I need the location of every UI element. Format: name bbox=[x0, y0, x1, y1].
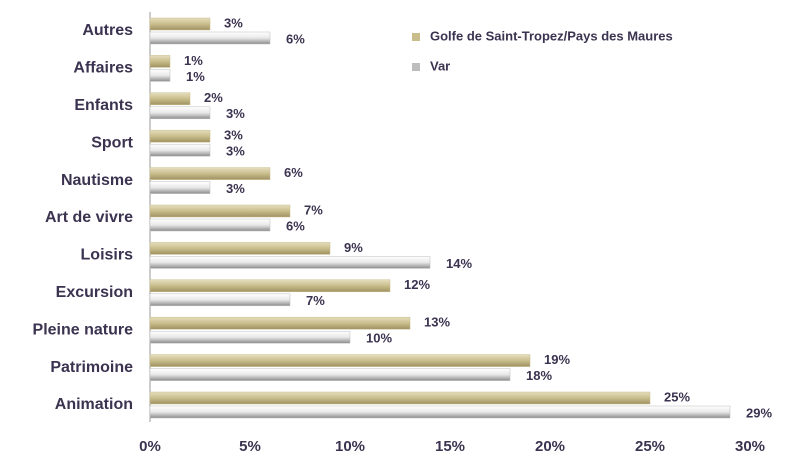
bar bbox=[149, 181, 211, 194]
category-label: Sport bbox=[91, 134, 133, 151]
category-label: Pleine nature bbox=[33, 321, 134, 338]
bar bbox=[149, 167, 271, 180]
value-label: 3% bbox=[226, 106, 245, 121]
legend-swatch bbox=[412, 33, 420, 41]
value-label: 6% bbox=[286, 31, 305, 46]
bar bbox=[149, 218, 271, 232]
category-label: Animation bbox=[55, 396, 133, 413]
value-label: 10% bbox=[366, 331, 392, 346]
x-tick-label: 10% bbox=[335, 438, 365, 455]
value-label: 7% bbox=[304, 202, 323, 217]
value-label: 14% bbox=[446, 256, 472, 271]
value-label: 25% bbox=[664, 389, 690, 404]
bar bbox=[149, 204, 291, 218]
value-label: 1% bbox=[186, 69, 205, 84]
value-label: 3% bbox=[224, 128, 243, 143]
bar bbox=[149, 293, 291, 307]
bar bbox=[149, 143, 211, 157]
bar bbox=[149, 242, 331, 255]
bar bbox=[149, 405, 731, 419]
category-label: Art de vivre bbox=[45, 209, 133, 226]
bar bbox=[149, 106, 211, 120]
x-tick-label: 15% bbox=[435, 438, 465, 455]
value-label: 3% bbox=[226, 181, 245, 196]
bar bbox=[149, 368, 511, 381]
bar bbox=[149, 17, 211, 31]
bar bbox=[149, 354, 531, 367]
value-label: 6% bbox=[284, 165, 303, 180]
category-label: Patrimoine bbox=[50, 359, 133, 376]
bar bbox=[149, 31, 271, 45]
bar bbox=[149, 330, 351, 344]
value-label: 7% bbox=[306, 293, 325, 308]
bar bbox=[149, 316, 411, 330]
value-label: 19% bbox=[544, 352, 570, 367]
x-tick-label: 5% bbox=[239, 438, 261, 455]
bar bbox=[149, 391, 651, 405]
bar bbox=[149, 92, 191, 106]
bar bbox=[149, 55, 171, 68]
bar bbox=[149, 69, 171, 82]
value-label: 18% bbox=[526, 368, 552, 383]
category-label: Loisirs bbox=[81, 247, 134, 264]
category-label: Nautisme bbox=[61, 172, 133, 189]
category-label: Affaires bbox=[73, 60, 133, 77]
x-tick-label: 0% bbox=[139, 438, 161, 455]
category-label: Enfants bbox=[74, 97, 133, 114]
legend-swatch bbox=[412, 63, 420, 71]
bar bbox=[149, 129, 211, 143]
x-tick-label: 25% bbox=[635, 438, 665, 455]
category-label: Excursion bbox=[56, 284, 133, 301]
legend-label: Golfe de Saint-Tropez/Pays des Maures bbox=[430, 28, 673, 43]
value-label: 1% bbox=[184, 53, 203, 68]
legend-label: Var bbox=[430, 58, 450, 73]
category-label: Autres bbox=[82, 22, 133, 39]
value-label: 9% bbox=[344, 240, 363, 255]
bar bbox=[149, 279, 391, 293]
value-label: 2% bbox=[204, 90, 223, 105]
x-tick-label: 30% bbox=[735, 438, 765, 455]
value-label: 29% bbox=[746, 405, 772, 420]
value-label: 3% bbox=[224, 15, 243, 30]
value-label: 6% bbox=[286, 218, 305, 233]
x-tick-label: 20% bbox=[535, 438, 565, 455]
bar bbox=[149, 256, 431, 269]
value-label: 3% bbox=[226, 144, 245, 159]
value-label: 12% bbox=[404, 277, 430, 292]
value-label: 13% bbox=[424, 315, 450, 330]
